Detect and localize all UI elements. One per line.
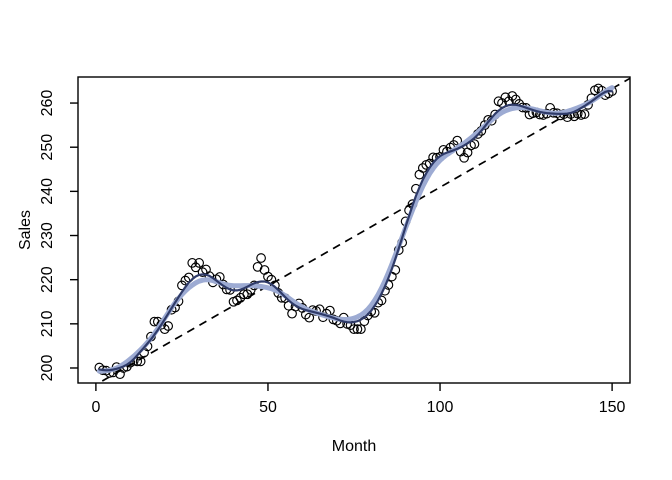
smooth-core-line: [98, 89, 614, 372]
data-point: [579, 109, 590, 119]
y-tick-label: 200: [39, 355, 56, 382]
y-tick-label: 230: [39, 222, 56, 249]
x-axis-label: Month: [331, 438, 377, 455]
x-tick-label: 50: [259, 399, 277, 416]
data-point: [356, 324, 366, 335]
y-tick-label: 260: [39, 90, 56, 117]
data-point: [414, 169, 425, 180]
data-point: [194, 258, 205, 268]
data-point: [259, 265, 270, 275]
y-tick-label: 240: [39, 178, 56, 205]
linear-trend-line: [97, 77, 630, 383]
data-point: [239, 289, 249, 300]
data-point: [507, 91, 518, 101]
y-tick-label: 210: [39, 310, 56, 337]
smooth-wide-line: [96, 85, 615, 374]
plot-border: [77, 76, 631, 384]
data-point: [469, 139, 480, 149]
x-tick-label: 100: [427, 399, 454, 416]
data-point: [352, 324, 363, 335]
data-point: [256, 253, 266, 263]
data-point: [135, 356, 146, 367]
plot-area: [94, 77, 630, 383]
data-point: [263, 271, 273, 282]
y-tick-label: 250: [39, 134, 56, 161]
data-point: [459, 152, 469, 163]
x-tick-label: 0: [91, 399, 100, 416]
y-tick-label: 220: [39, 266, 56, 293]
x-tick-label: 150: [599, 399, 626, 416]
data-point: [349, 324, 359, 335]
data-point: [163, 321, 174, 331]
data-point: [417, 163, 428, 173]
y-axis-label: Sales: [17, 209, 34, 251]
